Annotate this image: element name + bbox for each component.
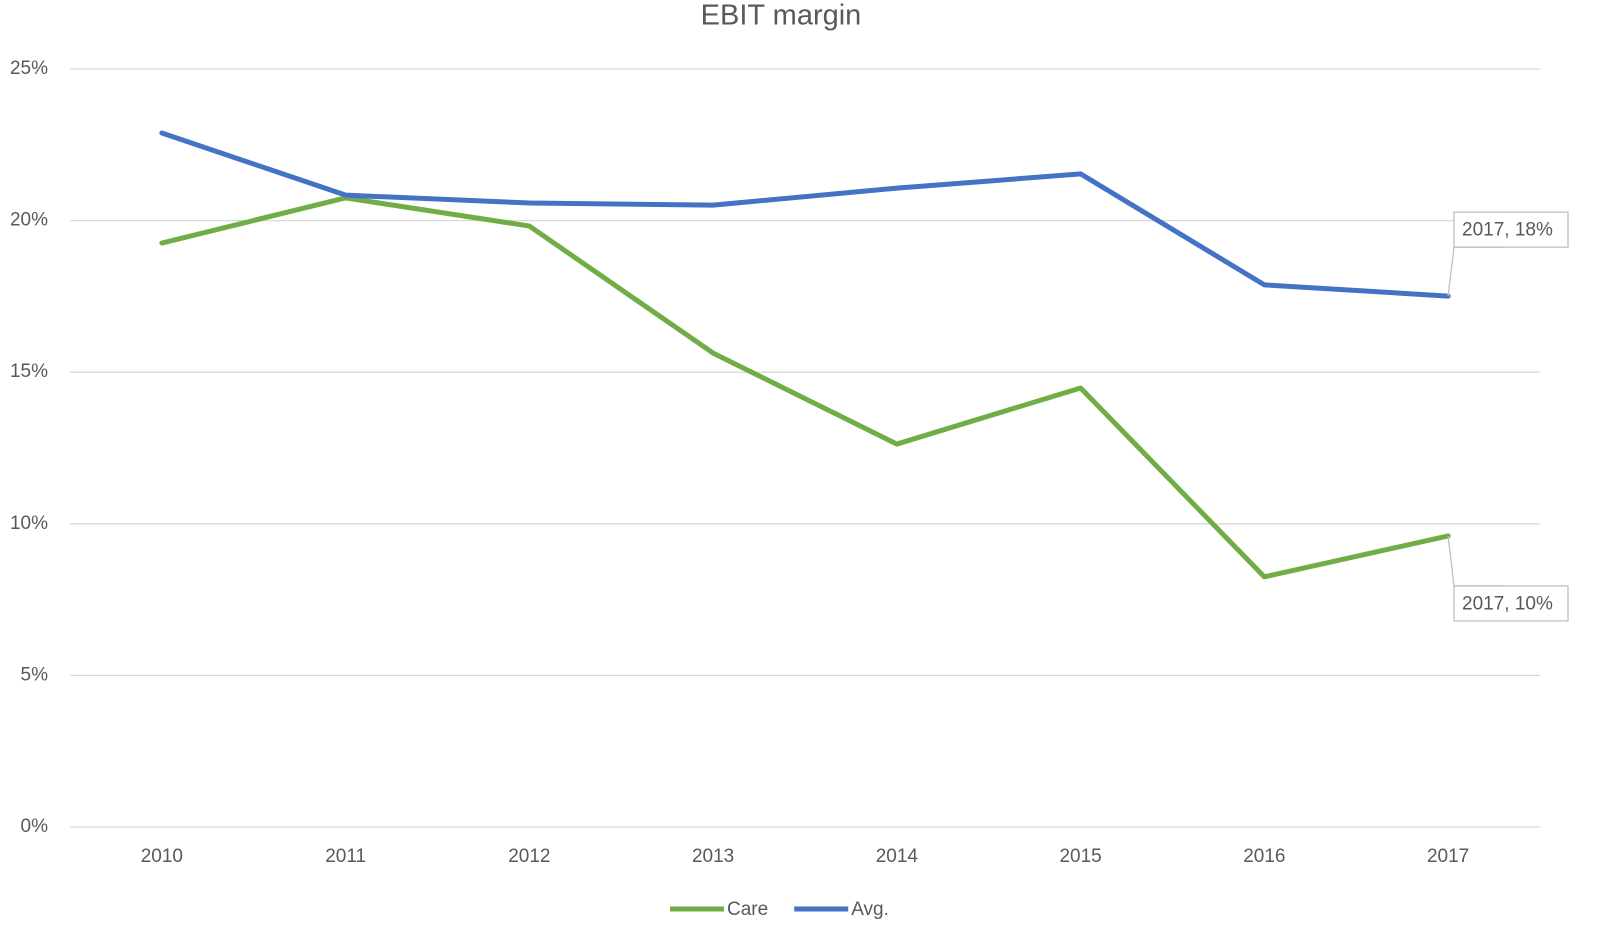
x-tick-label: 2016 xyxy=(1243,846,1285,867)
x-tick-label: 2017 xyxy=(1427,846,1469,867)
callout-box xyxy=(1453,211,1569,248)
legend-label: Avg. xyxy=(851,899,889,920)
data-label: 2017, 10% xyxy=(1462,593,1553,614)
callout-leader xyxy=(1447,535,1504,587)
series-line xyxy=(159,130,1451,299)
y-tick-label: 25% xyxy=(10,58,48,79)
y-tick-label: 20% xyxy=(10,210,48,231)
y-tick-label: 15% xyxy=(10,361,48,382)
legend-label: Care xyxy=(727,899,768,920)
callout-box xyxy=(1453,585,1569,622)
y-tick-label: 10% xyxy=(10,513,48,534)
x-tick-label: 2013 xyxy=(692,846,734,867)
series-line xyxy=(159,195,1451,580)
data-label: 2017, 18% xyxy=(1462,220,1553,241)
x-tick-label: 2011 xyxy=(325,846,366,867)
y-tick-label: 5% xyxy=(21,664,49,685)
callout-leader xyxy=(1447,246,1504,297)
x-tick-label: 2015 xyxy=(1059,846,1101,867)
x-tick-label: 2012 xyxy=(508,846,550,867)
x-tick-label: 2014 xyxy=(876,846,919,867)
x-tick-label: 2010 xyxy=(141,846,183,867)
y-tick-label: 0% xyxy=(21,816,49,837)
chart-title: EBIT margin xyxy=(701,0,862,32)
